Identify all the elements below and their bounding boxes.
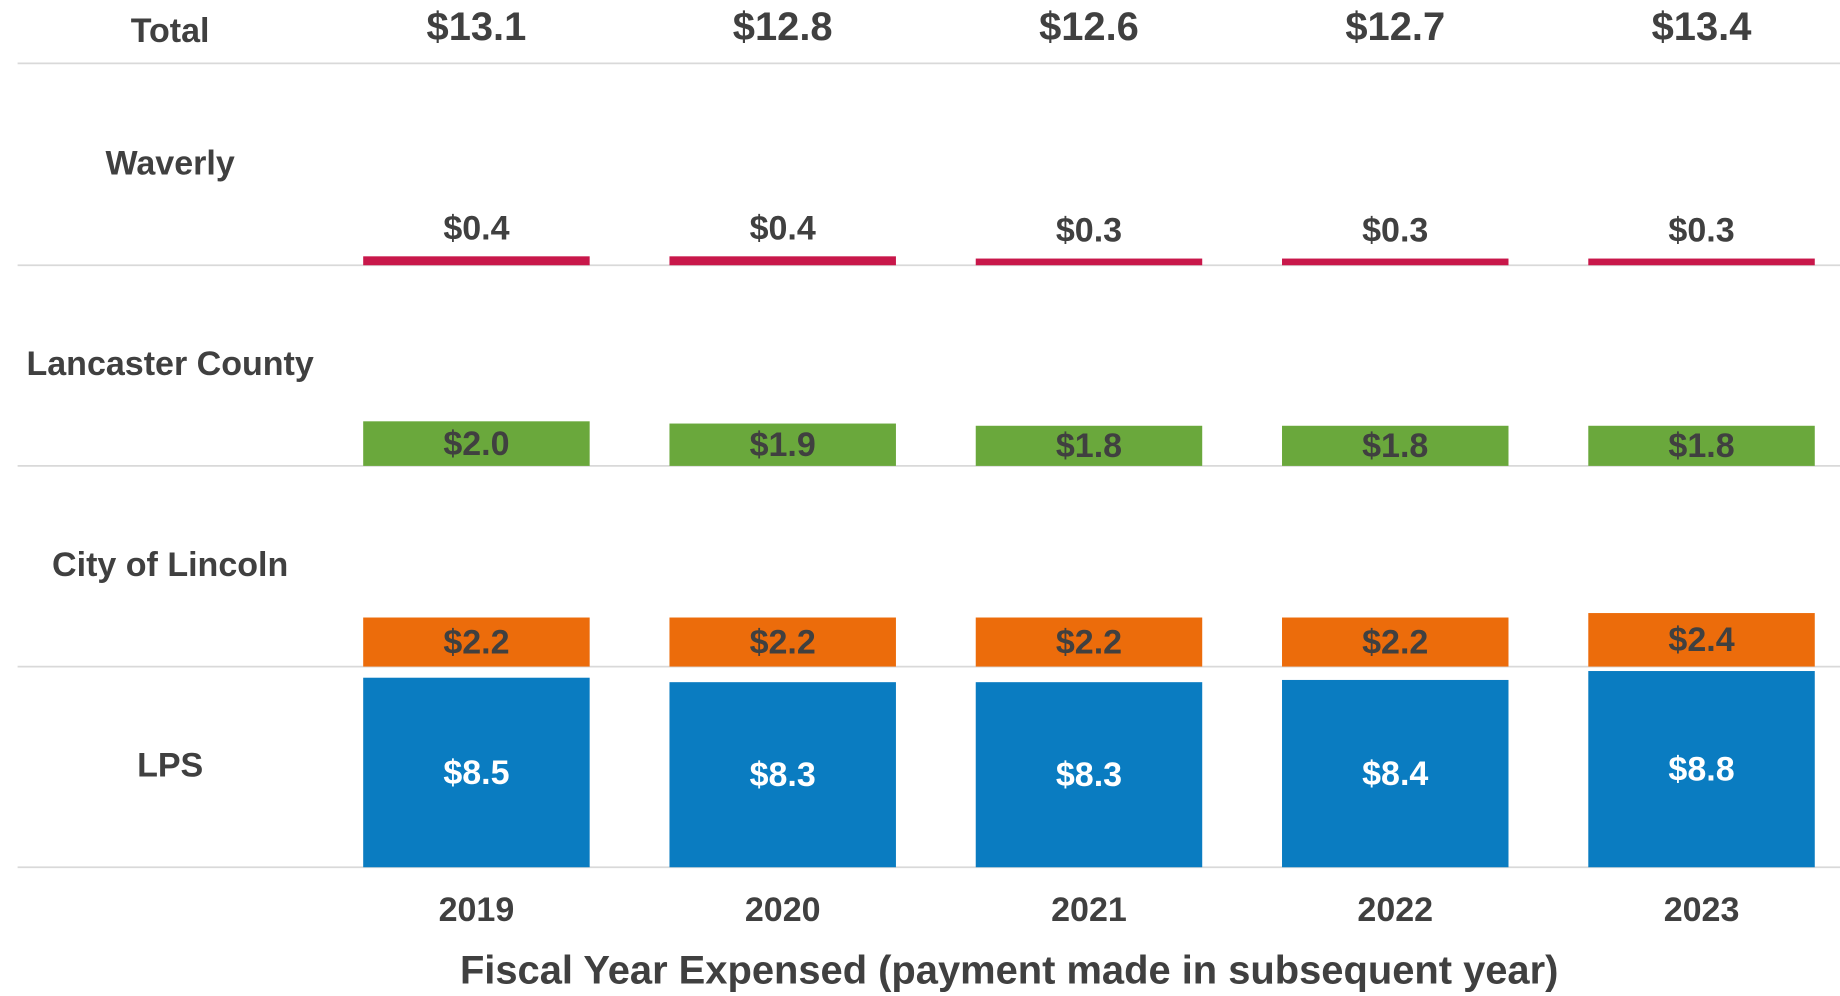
value-label: $8.4: [1362, 755, 1428, 793]
x-tick-label: 2022: [1357, 891, 1433, 929]
value-label: $0.3: [1056, 212, 1122, 250]
bar: [1588, 671, 1815, 868]
bar: [1588, 613, 1815, 667]
value-label: $2.2: [1362, 623, 1428, 661]
bar: [363, 617, 590, 667]
bar: [1588, 258, 1815, 266]
bar: [1282, 617, 1509, 667]
value-label: $8.5: [443, 754, 509, 792]
row-label: Lancaster County: [26, 345, 313, 383]
bar: [1282, 258, 1509, 266]
bar: [975, 258, 1203, 266]
x-tick-label: 2021: [1051, 891, 1127, 929]
bar: [975, 682, 1203, 868]
bar: [669, 617, 896, 667]
value-label: $2.0: [443, 425, 509, 463]
value-label: $0.3: [1668, 212, 1734, 250]
bar: [975, 617, 1203, 667]
bar: [363, 677, 590, 868]
total-value: $12.7: [1345, 5, 1445, 49]
value-label: $0.4: [750, 209, 816, 247]
total-value: $12.8: [733, 5, 833, 49]
value-label: $2.2: [750, 623, 816, 661]
value-label: $2.2: [1056, 623, 1122, 661]
x-tick-label: 2023: [1664, 891, 1740, 929]
total-label: Total: [131, 12, 210, 50]
value-label: $1.8: [1056, 427, 1122, 465]
bar: [669, 256, 896, 266]
value-label: $1.8: [1668, 427, 1734, 465]
bar: [1588, 425, 1815, 466]
total-value: $13.4: [1652, 5, 1752, 49]
total-value: $13.1: [427, 5, 527, 49]
bar: [669, 682, 896, 868]
bar: [363, 421, 590, 466]
bar: [1282, 679, 1509, 868]
bar: [669, 423, 896, 466]
x-tick-label: 2020: [745, 891, 821, 929]
value-label: $0.3: [1362, 212, 1428, 250]
bar: [363, 256, 590, 266]
value-label: $1.9: [750, 426, 816, 464]
value-label: $0.4: [443, 209, 509, 247]
value-label: $2.2: [443, 623, 509, 661]
value-label: $8.3: [750, 756, 816, 794]
row-label: City of Lincoln: [52, 546, 288, 584]
x-axis-title: Fiscal Year Expensed (payment made in su…: [460, 948, 1558, 992]
bar: [1282, 425, 1509, 466]
row-label: Waverly: [106, 144, 235, 182]
value-label: $8.3: [1056, 756, 1122, 794]
x-tick-label: 2019: [439, 891, 515, 929]
value-label: $2.4: [1668, 621, 1734, 659]
total-value: $12.6: [1039, 5, 1139, 49]
value-label: $1.8: [1362, 427, 1428, 465]
bar: [975, 425, 1203, 466]
value-label: $8.8: [1668, 750, 1734, 788]
row-label: LPS: [137, 746, 203, 784]
